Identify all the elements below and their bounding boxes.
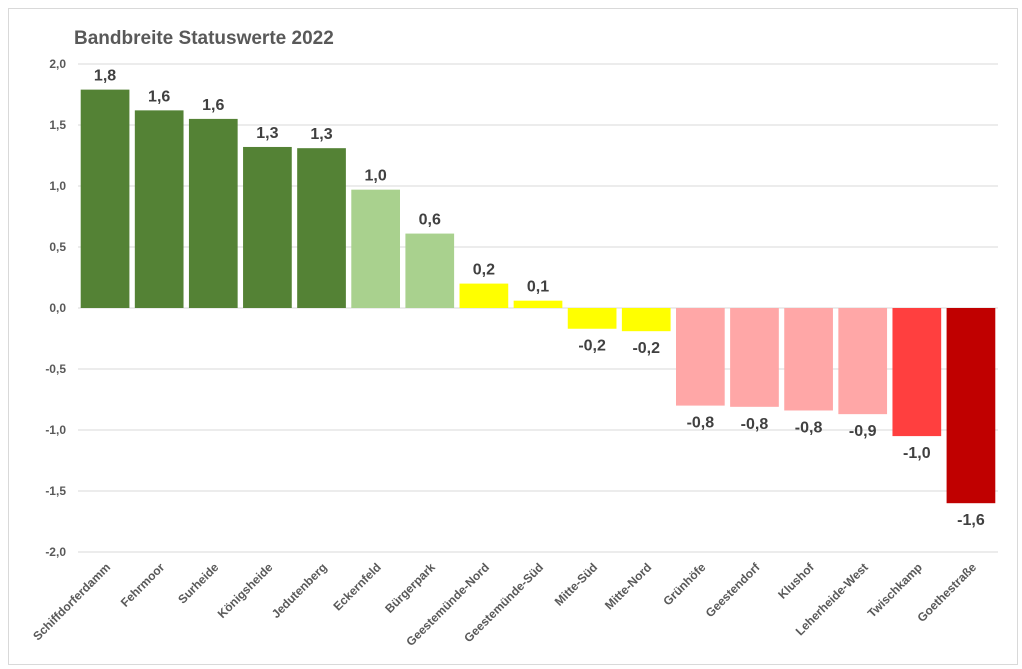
bar (567, 308, 617, 329)
data-label: 1,3 (310, 126, 332, 143)
bar (784, 308, 833, 411)
x-category-label: Mitte-Nord (602, 560, 654, 612)
bar (621, 308, 671, 332)
bar (80, 89, 130, 309)
x-category-label: Surheide (175, 560, 221, 606)
bar (838, 308, 888, 415)
data-label: 1,6 (202, 97, 224, 114)
data-label: -0,8 (795, 419, 823, 436)
y-tick-label: 1,5 (49, 118, 66, 132)
data-label: -0,8 (741, 416, 769, 433)
bar (351, 189, 400, 308)
y-tick-label: 0,0 (49, 301, 66, 315)
bar (405, 233, 455, 308)
data-label: 1,6 (148, 88, 170, 105)
data-label: -0,2 (632, 340, 660, 357)
data-label: -0,8 (687, 415, 715, 432)
x-category-label: Schiffdorferdamm (30, 560, 113, 643)
data-label: 0,1 (527, 279, 549, 296)
data-label: 0,2 (473, 262, 495, 279)
data-label: 0,6 (419, 212, 441, 229)
bar (730, 308, 779, 407)
x-category-label: Fehrmoor (118, 560, 168, 610)
data-label: 1,0 (365, 168, 387, 185)
x-category-label: Bürgerpark (382, 560, 438, 616)
data-label: -1,0 (903, 445, 931, 462)
x-category-label: Geestendorf (703, 560, 764, 621)
bar (243, 146, 292, 308)
bar (892, 308, 942, 437)
data-label: 1,8 (94, 68, 116, 85)
bar (513, 300, 563, 308)
x-category-label: Königsheide (215, 560, 276, 621)
data-label: -0,9 (849, 423, 877, 440)
y-tick-label: 1,0 (49, 179, 66, 193)
y-tick-label: -1,5 (45, 484, 66, 498)
x-category-label: Twischkamp (865, 560, 925, 620)
x-category-label: Mitte-Süd (552, 560, 601, 609)
x-category-label: Eckernfeld (330, 560, 383, 613)
y-tick-label: 2,0 (49, 57, 66, 71)
bar (459, 283, 509, 308)
data-label: 1,3 (256, 125, 278, 142)
bar (134, 110, 184, 308)
y-tick-label: 0,5 (49, 240, 66, 254)
chart-title: Bandbreite Statuswerte 2022 (74, 28, 334, 49)
bar (297, 148, 346, 308)
data-label: -0,2 (578, 338, 606, 355)
y-tick-label: -0,5 (45, 362, 66, 376)
bar (188, 118, 238, 309)
data-label: -1,6 (957, 512, 985, 529)
bar (676, 308, 725, 406)
y-tick-label: -2,0 (45, 545, 66, 559)
x-category-label: Jedutenberg (269, 560, 330, 621)
bar (946, 308, 996, 504)
y-tick-label: -1,0 (45, 423, 66, 437)
x-category-label: Klushof (775, 560, 817, 602)
x-category-label: Grünhöfe (660, 560, 708, 608)
